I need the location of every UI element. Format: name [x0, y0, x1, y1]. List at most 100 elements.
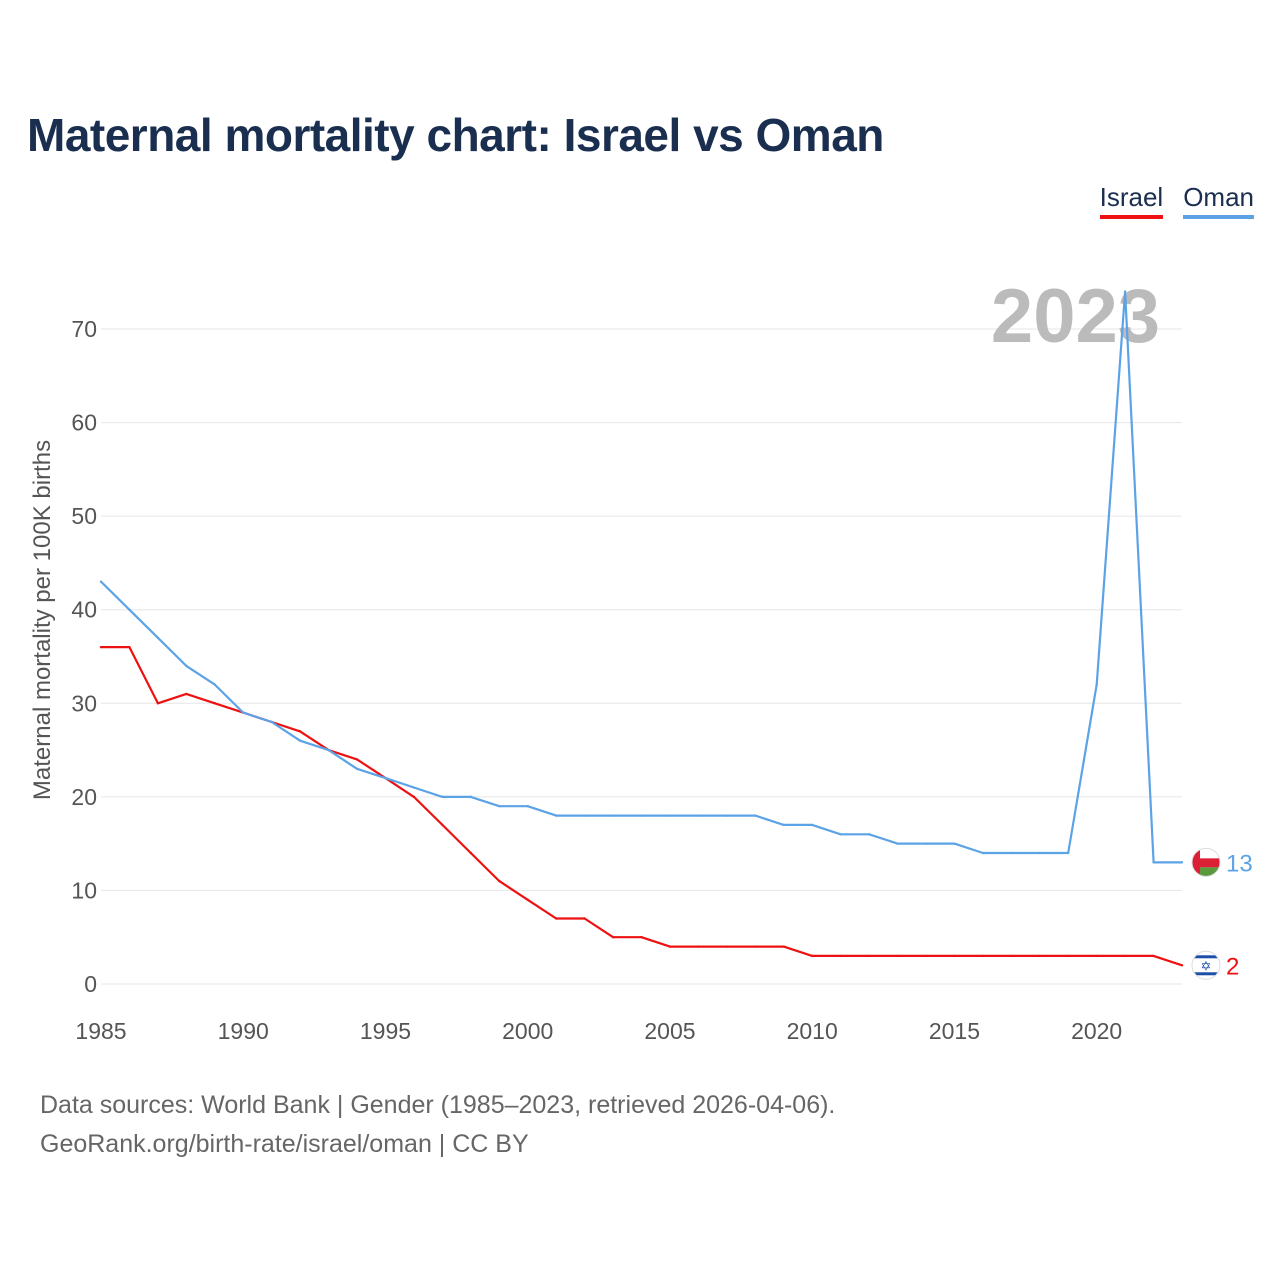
- data-point-oman-2001: [554, 814, 558, 817]
- data-point-oman-1995: [384, 776, 387, 780]
- data-point-oman-2019: [1067, 851, 1070, 855]
- data-point-oman-1998: [469, 795, 473, 799]
- data-point-oman-2007: [725, 814, 729, 817]
- data-point-israel-2003: [611, 936, 615, 939]
- data-point-israel-1994: [355, 758, 359, 761]
- data-point-israel-1989: [213, 702, 216, 705]
- data-point-oman-2018: [1038, 851, 1041, 855]
- data-point-oman-1992: [298, 739, 302, 742]
- end-label-oman: 13: [1226, 850, 1253, 877]
- data-point-israel-2017: [1010, 954, 1013, 958]
- data-point-oman-2022: [1152, 861, 1155, 864]
- x-tick-label-1990: 1990: [218, 1018, 269, 1044]
- data-point-oman-1988: [185, 664, 188, 668]
- data-point-oman-1985: [99, 580, 103, 583]
- data-point-israel-1999: [498, 879, 501, 883]
- y-tick-label-70: 70: [71, 316, 97, 342]
- data-point-oman-1986: [128, 608, 131, 611]
- y-axis-label: Maternal mortality per 100K births: [29, 440, 56, 800]
- data-point-israel-1988: [185, 692, 188, 696]
- y-axis-ticks: 0 10 20 30 40 50 60 70: [71, 316, 97, 997]
- data-point-oman-2010: [810, 823, 814, 827]
- data-point-oman-2017: [1010, 851, 1013, 855]
- y-tick-label-50: 50: [71, 503, 97, 529]
- data-point-oman-2023: [1180, 861, 1184, 864]
- data-point-oman-2009: [782, 823, 785, 827]
- data-point-oman-1990: [242, 711, 245, 714]
- y-tick-label-0: 0: [84, 971, 97, 997]
- data-point-oman-2002: [583, 814, 586, 817]
- data-point-israel-2019: [1067, 954, 1070, 958]
- data-point-israel-1985: [99, 645, 103, 649]
- y-tick-label-30: 30: [71, 690, 97, 716]
- data-point-israel-2023: [1180, 964, 1184, 967]
- data-point-israel-2014: [924, 954, 928, 958]
- data-point-oman-2012: [867, 833, 871, 836]
- data-point-israel-2006: [697, 945, 700, 948]
- svg-text:✡: ✡: [1201, 959, 1212, 974]
- year-watermark: 2023: [991, 274, 1160, 359]
- data-point-oman-1999: [498, 805, 501, 808]
- data-point-israel-2000: [526, 898, 529, 901]
- data-point-israel-2012: [867, 954, 871, 958]
- data-point-israel-1997: [441, 823, 444, 827]
- data-point-oman-1994: [355, 767, 359, 770]
- israel-flag-icon: ✡: [1191, 950, 1221, 980]
- data-point-oman-2016: [981, 851, 985, 855]
- series-line-oman[interactable]: [100, 290, 1182, 864]
- legend-item-oman[interactable]: Oman: [1183, 182, 1254, 219]
- data-point-israel-1987: [156, 702, 160, 705]
- data-point-israel-2005: [668, 945, 672, 948]
- x-axis-ticks: 1985 1990 1995 2000 2005 2010 2015 2020: [75, 1018, 1122, 1044]
- data-point-oman-2013: [896, 842, 899, 845]
- data-point-oman-2005: [668, 814, 672, 817]
- data-source: Data sources: World Bank | Gender (1985–…: [40, 1086, 835, 1164]
- data-point-oman-1997: [441, 795, 444, 799]
- line-chart: 0 10 20 30 40 50 60 70 1985 1990 1995 2000 2005 2010…: [29, 274, 1253, 1044]
- data-point-israel-2015: [953, 954, 956, 958]
- data-point-israel-2008: [754, 945, 757, 948]
- data-point-oman-1996: [412, 786, 416, 789]
- legend-item-israel[interactable]: Israel: [1099, 182, 1164, 219]
- data-point-israel-2011: [839, 954, 842, 958]
- data-point-israel-2013: [896, 954, 899, 958]
- y-tick-label-40: 40: [71, 597, 97, 623]
- x-tick-label-2020: 2020: [1071, 1018, 1122, 1044]
- data-point-israel-2018: [1038, 954, 1041, 958]
- data-point-israel-1998: [469, 851, 473, 855]
- data-point-oman-1993: [327, 748, 330, 752]
- oman-flag-icon: [1191, 847, 1221, 877]
- y-tick-label-20: 20: [71, 784, 97, 810]
- data-point-oman-2003: [611, 814, 615, 817]
- data-point-oman-2020: [1095, 683, 1098, 686]
- data-point-israel-2020: [1095, 954, 1098, 958]
- data-point-oman-2011: [839, 833, 842, 836]
- series-lines: [99, 290, 1184, 967]
- x-tick-label-2010: 2010: [787, 1018, 838, 1044]
- data-point-oman-1991: [270, 720, 273, 724]
- data-point-israel-2004: [640, 936, 643, 939]
- source-line-1: Data sources: World Bank | Gender (1985–…: [40, 1091, 836, 1119]
- data-point-israel-2002: [583, 917, 586, 920]
- x-tick-label-1985: 1985: [75, 1018, 126, 1044]
- series-line-israel[interactable]: [101, 645, 1183, 967]
- y-tick-label-10: 10: [71, 877, 97, 903]
- data-point-oman-1987: [156, 636, 160, 639]
- data-point-israel-2001: [554, 917, 558, 920]
- data-point-oman-2004: [640, 814, 643, 817]
- x-tick-label-1995: 1995: [360, 1018, 411, 1044]
- data-point-israel-2009: [782, 945, 785, 948]
- data-point-oman-2000: [526, 805, 529, 808]
- x-tick-label-2005: 2005: [644, 1018, 695, 1044]
- data-point-israel-2016: [981, 954, 985, 958]
- gridlines: [101, 328, 1182, 985]
- data-point-israel-1992: [298, 730, 302, 733]
- data-point-israel-2021: [1123, 954, 1127, 958]
- x-tick-label-2000: 2000: [502, 1018, 553, 1044]
- end-label-israel: 2: [1226, 953, 1239, 980]
- data-point-israel-2010: [810, 954, 814, 958]
- x-tick-label-2015: 2015: [929, 1018, 980, 1044]
- source-line-2[interactable]: GeoRank.org/birth-rate/israel/oman | CC …: [40, 1130, 529, 1158]
- data-point-oman-2014: [924, 842, 928, 845]
- data-point-israel-1996: [412, 795, 416, 799]
